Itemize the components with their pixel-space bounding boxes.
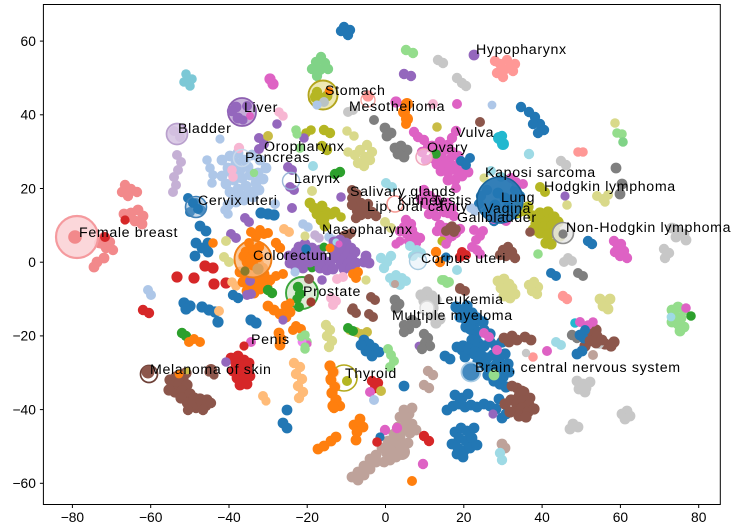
svg-text:40: 40 [21,108,37,123]
svg-text:−20: −20 [12,329,36,344]
svg-text:Female breast: Female breast [79,225,178,241]
svg-text:60: 60 [613,510,629,525]
svg-text:Oropharynx: Oropharynx [264,139,345,155]
svg-text:Hodgkin lymphoma: Hodgkin lymphoma [544,179,676,195]
svg-text:Vagina: Vagina [484,201,531,217]
svg-text:Leukemia: Leukemia [437,292,504,308]
svg-text:Lung: Lung [501,190,535,206]
svg-text:Testis: Testis [432,193,472,209]
svg-text:Pancreas: Pancreas [245,150,310,166]
svg-text:Non-Hodgkin lymphoma: Non-Hodgkin lymphoma [566,220,731,236]
svg-text:Liver: Liver [244,100,278,116]
svg-text:80: 80 [691,510,707,525]
svg-text:Melanoma of skin: Melanoma of skin [150,362,272,378]
svg-text:Cervix uteri: Cervix uteri [198,193,278,209]
svg-text:Vulva: Vulva [456,125,494,141]
svg-text:Brain, central nervous system: Brain, central nervous system [475,360,681,376]
svg-text:−60: −60 [12,476,36,491]
svg-text:20: 20 [456,510,472,525]
svg-text:Corpus uteri: Corpus uteri [421,251,506,267]
svg-text:Kidney: Kidney [398,193,446,209]
svg-text:60: 60 [21,34,37,49]
svg-text:−40: −40 [217,510,241,525]
svg-text:Larynx: Larynx [294,171,340,187]
svg-text:Gallbladder: Gallbladder [457,210,537,226]
svg-text:Ovary: Ovary [427,140,468,156]
svg-text:Bladder: Bladder [178,121,231,137]
svg-text:Prostate: Prostate [303,284,361,300]
svg-text:Thyroid: Thyroid [345,366,397,382]
svg-text:Salivary glands: Salivary glands [350,184,456,200]
svg-text:Hypopharynx: Hypopharynx [476,42,567,58]
svg-text:Mesothelioma: Mesothelioma [349,99,445,115]
svg-text:20: 20 [21,181,37,196]
svg-text:0: 0 [382,510,390,525]
svg-text:Lip, oral cavity: Lip, oral cavity [367,199,468,215]
svg-text:Multiple myeloma: Multiple myeloma [392,308,513,324]
svg-text:−40: −40 [12,402,36,417]
svg-text:40: 40 [534,510,550,525]
svg-text:Nasopharynx: Nasopharynx [322,222,413,238]
svg-text:−20: −20 [295,510,319,525]
svg-text:−80: −80 [61,510,85,525]
svg-text:Penis: Penis [251,332,290,348]
svg-text:0: 0 [28,255,36,270]
svg-text:Colorectum: Colorectum [253,248,332,264]
svg-text:−60: −60 [139,510,163,525]
svg-text:Stomach: Stomach [325,83,386,99]
svg-text:Kaposi sarcoma: Kaposi sarcoma [485,165,596,181]
